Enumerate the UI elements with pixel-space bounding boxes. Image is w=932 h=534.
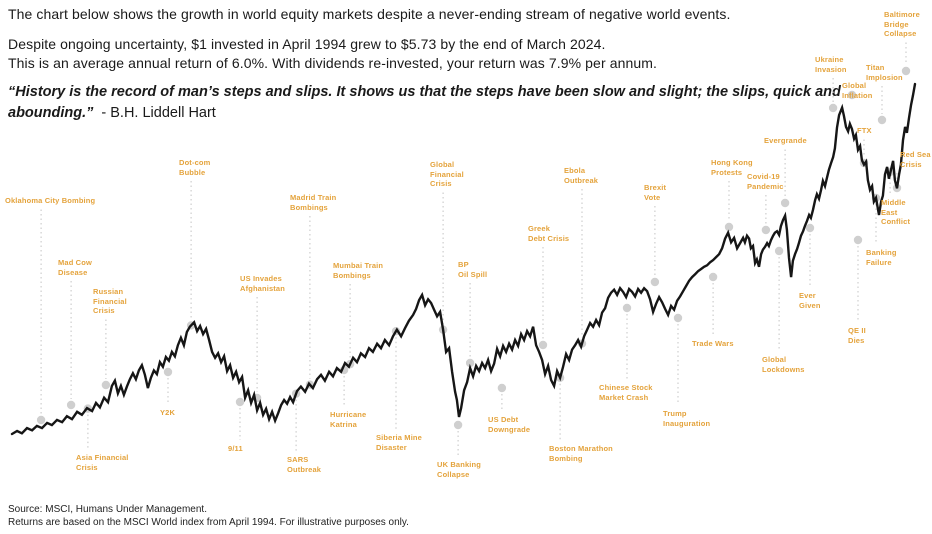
event-label: Siberia Mine Disaster	[376, 433, 422, 452]
event-label: Hurricane Katrina	[330, 410, 367, 429]
event-label: Chinese Stock Market Crash	[599, 383, 653, 402]
event-label: Brexit Vote	[644, 183, 667, 202]
event-label: US Invades Afghanistan	[240, 274, 285, 293]
event-label: Baltimore Bridge Collapse	[884, 10, 920, 38]
event-label: Hong Kong Protests	[711, 158, 753, 177]
event-label: Red Sea Crisis	[900, 150, 931, 169]
intro-text: The chart below shows the growth in worl…	[8, 6, 731, 22]
event-label: Middle East Conflict	[881, 198, 911, 226]
event-label: Trade Wars	[692, 339, 734, 348]
event-label: Covid-19 Pandemic	[747, 172, 784, 191]
event-label: Dot-com Bubble	[179, 158, 211, 177]
event-label: Global Financial Crisis	[430, 160, 464, 188]
event-label: Mad Cow Disease	[58, 258, 92, 277]
event-label: Y2K	[160, 408, 176, 417]
event-label: SARS Outbreak	[287, 455, 322, 474]
summary-paragraph: Despite ongoing uncertainty, $1 invested…	[8, 35, 657, 73]
event-label: Global Inflation	[842, 81, 873, 100]
event-label: 9/11	[228, 444, 243, 453]
event-label: Greek Debt Crisis	[528, 224, 570, 243]
event-label: BP Oil Spill	[458, 260, 488, 279]
event-label: Mumbai Train Bombings	[333, 261, 384, 280]
event-label: UK Banking Collapse	[437, 460, 482, 479]
event-label: US Debt Downgrade	[488, 415, 531, 434]
event-label: Global Lockdowns	[762, 355, 805, 374]
event-label: Boston Marathon Bombing	[549, 444, 613, 463]
source-line-2: Returns are based on the MSCI World inde…	[8, 517, 409, 528]
event-label: Ever Given	[799, 291, 821, 310]
event-label: Titan Implosion	[866, 63, 903, 82]
event-label: FTX	[857, 126, 872, 135]
event-label: QE II Dies	[848, 326, 866, 345]
event-label: Russian Financial Crisis	[93, 287, 127, 315]
event-label: Ukraine Invasion	[815, 55, 847, 74]
source-line-1: Source: MSCI, Humans Under Management.	[8, 504, 207, 515]
event-label: Madrid Train Bombings	[290, 193, 337, 212]
event-label: Oklahoma City Bombing	[5, 196, 96, 205]
event-label: Ebola Outbreak	[564, 166, 599, 185]
source-note: Source: MSCI, Humans Under Management. R…	[8, 503, 409, 529]
event-label: Banking Failure	[866, 248, 897, 267]
summary-line-2: This is an average annual return of 6.0%…	[8, 55, 657, 71]
summary-line-1: Despite ongoing uncertainty, $1 invested…	[8, 36, 606, 52]
event-label: Evergrande	[764, 136, 807, 145]
event-label: Trump Inauguration	[663, 409, 711, 428]
event-label: Asia Financial Crisis	[76, 453, 129, 472]
